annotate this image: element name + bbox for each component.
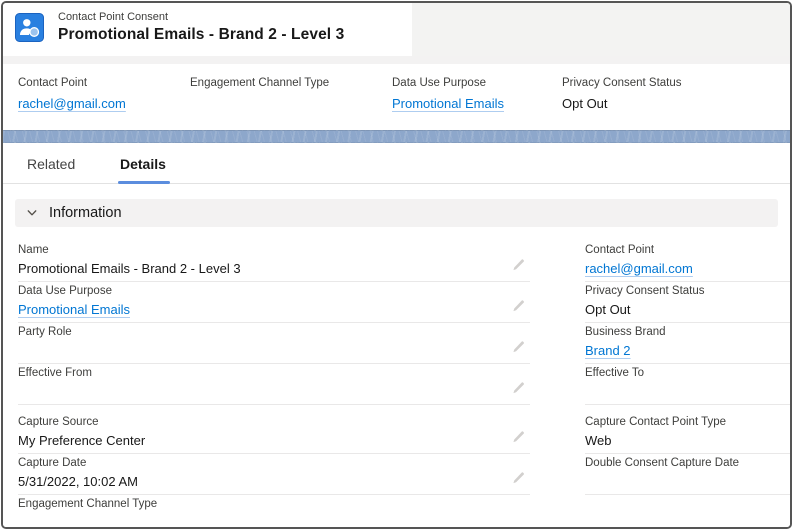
field-label: Double Consent Capture Date [585, 457, 740, 469]
inline-edit-button[interactable] [510, 381, 526, 397]
field-capture-source: Capture Source My Preference Center [18, 413, 530, 454]
contact-point-consent-icon [15, 13, 44, 42]
field-label: Data Use Purpose [18, 285, 112, 297]
field-grid: Name Promotional Emails - Brand 2 - Leve… [18, 241, 790, 527]
entity-label: Contact Point Consent [58, 11, 169, 23]
tab-details[interactable]: Details [118, 143, 170, 184]
field-label: Capture Contact Point Type [585, 416, 727, 428]
inline-edit-button[interactable] [510, 258, 526, 274]
field-label: Business Brand [585, 326, 666, 338]
field-effective-from: Effective From [18, 364, 530, 405]
contact-point-link[interactable]: rachel@gmail.com [18, 96, 126, 111]
field-label: Contact Point [18, 77, 88, 89]
page-title: Promotional Emails - Brand 2 - Level 3 [58, 26, 345, 43]
field-label: Data Use Purpose [392, 77, 486, 89]
field-label: Capture Source [18, 416, 99, 428]
field-name: Name Promotional Emails - Brand 2 - Leve… [18, 241, 530, 282]
highlight-field-engagement-channel-type: Engagement Channel Type [190, 77, 329, 96]
tab-related[interactable]: Related [27, 155, 76, 172]
field-value: Promotional Emails - Brand 2 - Level 3 [18, 261, 241, 276]
field-effective-to: Effective To [585, 364, 790, 405]
header-blank-area [412, 3, 790, 56]
field-label: Contact Point [585, 244, 655, 256]
left-column: Name Promotional Emails - Brand 2 - Leve… [18, 241, 530, 527]
field-label: Effective To [585, 367, 645, 379]
field-label: Capture Date [18, 457, 87, 469]
highlight-field-contact-point: Contact Point rachel@gmail.com [18, 77, 126, 111]
field-contact-point: Contact Point rachel@gmail.com [585, 241, 790, 282]
header-divider [3, 56, 790, 64]
record-header: Contact Point Consent Promotional Emails… [3, 3, 790, 56]
field-value: 5/31/2022, 10:02 AM [18, 474, 138, 489]
right-column: Contact Point rachel@gmail.com Privacy C… [585, 241, 790, 495]
field-value: My Preference Center [18, 433, 146, 448]
inline-edit-button[interactable] [510, 299, 526, 315]
chevron-down-icon [27, 210, 37, 216]
field-label: Engagement Channel Type [18, 498, 158, 510]
tab-bar: Related Details [3, 143, 790, 184]
field-double-consent-capture-date: Double Consent Capture Date [585, 454, 790, 495]
decorative-band [3, 130, 790, 143]
highlight-field-data-use-purpose: Data Use Purpose Promotional Emails [392, 77, 504, 111]
highlight-field-privacy-consent-status: Privacy Consent Status Opt Out [562, 77, 682, 111]
group-gap [585, 405, 790, 413]
highlights-panel: Contact Point rachel@gmail.com Engagemen… [3, 64, 790, 130]
section-header-information[interactable]: Information [15, 199, 778, 227]
edit-pencil-icon [513, 472, 524, 484]
group-gap [18, 405, 530, 413]
field-value: Opt Out [562, 96, 608, 111]
business-brand-link[interactable]: Brand 2 [585, 343, 631, 358]
inline-edit-button[interactable] [510, 471, 526, 487]
edit-pencil-icon [513, 382, 524, 394]
field-value: Web [585, 433, 612, 448]
field-capture-contact-point-type: Capture Contact Point Type Web [585, 413, 790, 454]
edit-pencil-icon [513, 259, 524, 271]
field-party-role: Party Role [18, 323, 530, 364]
contact-point-link[interactable]: rachel@gmail.com [585, 261, 693, 276]
field-data-use-purpose: Data Use Purpose Promotional Emails [18, 282, 530, 323]
section-title: Information [49, 205, 122, 221]
inline-edit-button[interactable] [510, 430, 526, 446]
details-panel: Information Name Promotional Emails - Br… [3, 184, 790, 527]
field-value: Opt Out [585, 302, 631, 317]
data-use-purpose-link[interactable]: Promotional Emails [392, 96, 504, 111]
field-label: Effective From [18, 367, 92, 379]
field-engagement-channel-type: Engagement Channel Type [18, 495, 530, 527]
edit-pencil-icon [513, 341, 524, 353]
edit-pencil-icon [513, 431, 524, 443]
field-privacy-consent-status: Privacy Consent Status Opt Out [585, 282, 790, 323]
field-label: Privacy Consent Status [585, 285, 705, 297]
field-label: Privacy Consent Status [562, 77, 682, 89]
data-use-purpose-link[interactable]: Promotional Emails [18, 302, 130, 317]
field-label: Name [18, 244, 49, 256]
field-label: Party Role [18, 326, 72, 338]
inline-edit-button[interactable] [510, 340, 526, 356]
edit-pencil-icon [513, 300, 524, 312]
field-capture-date: Capture Date 5/31/2022, 10:02 AM [18, 454, 530, 495]
field-label: Engagement Channel Type [190, 77, 330, 89]
field-business-brand: Business Brand Brand 2 [585, 323, 790, 364]
